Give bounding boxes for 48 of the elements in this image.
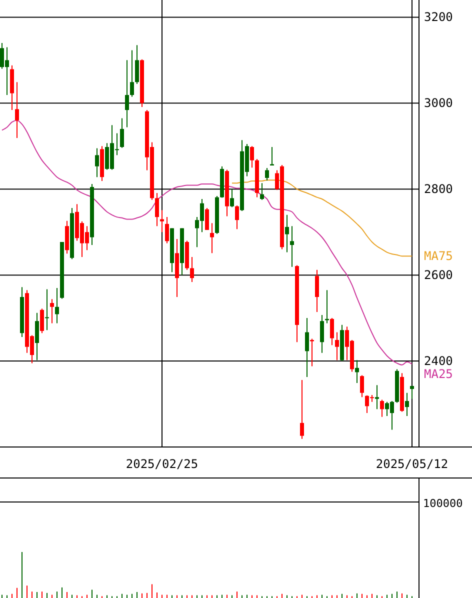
candlestick bbox=[130, 50, 134, 98]
y-tick-label: 2400 bbox=[424, 354, 453, 368]
candlestick bbox=[265, 168, 269, 182]
candlestick bbox=[205, 208, 209, 230]
candlestick bbox=[260, 182, 264, 200]
candlestick bbox=[40, 308, 44, 334]
candlestick bbox=[50, 298, 54, 324]
candlestick bbox=[160, 210, 164, 233]
candlestick bbox=[235, 204, 239, 230]
candlestick bbox=[300, 379, 304, 440]
candlestick bbox=[15, 82, 19, 138]
text: 100000 bbox=[423, 497, 463, 510]
candlestick bbox=[310, 338, 314, 367]
candlestick bbox=[125, 60, 129, 128]
candlestick bbox=[230, 188, 234, 208]
candlestick bbox=[355, 360, 359, 384]
candlestick bbox=[120, 118, 124, 148]
candlestick bbox=[55, 287, 59, 324]
candlestick bbox=[360, 374, 364, 398]
candlestick bbox=[410, 385, 414, 400]
series-label: MA25 bbox=[424, 367, 453, 382]
y-tick-label: 3200 bbox=[424, 10, 453, 24]
candlestick bbox=[290, 226, 294, 268]
candlestick bbox=[380, 399, 384, 418]
y-tick-label: 2800 bbox=[424, 182, 453, 196]
candlestick bbox=[330, 318, 334, 346]
candlestick bbox=[250, 146, 254, 168]
x-tick-label: 2025/02/25 bbox=[126, 457, 198, 471]
candlestick bbox=[270, 146, 274, 166]
x-tick-label: 2025/05/12 bbox=[376, 457, 448, 471]
candlestick bbox=[45, 288, 49, 331]
candlestick bbox=[210, 222, 214, 254]
candlestick bbox=[35, 312, 39, 361]
candlestick bbox=[135, 44, 139, 84]
candlestick bbox=[335, 332, 339, 361]
candlestick bbox=[155, 192, 159, 227]
candlestick bbox=[95, 148, 99, 178]
candlestick bbox=[405, 392, 409, 417]
candlestick bbox=[305, 318, 309, 378]
candlestick bbox=[190, 256, 194, 282]
candlestick bbox=[285, 214, 289, 253]
candlestick bbox=[320, 314, 324, 354]
candlestick bbox=[315, 269, 319, 313]
y-tick-label: 2600 bbox=[424, 268, 453, 282]
candlestick bbox=[165, 216, 169, 244]
y-tick-label: 3000 bbox=[424, 96, 453, 110]
series-label: MA75 bbox=[424, 249, 453, 264]
candlestick bbox=[375, 384, 379, 410]
